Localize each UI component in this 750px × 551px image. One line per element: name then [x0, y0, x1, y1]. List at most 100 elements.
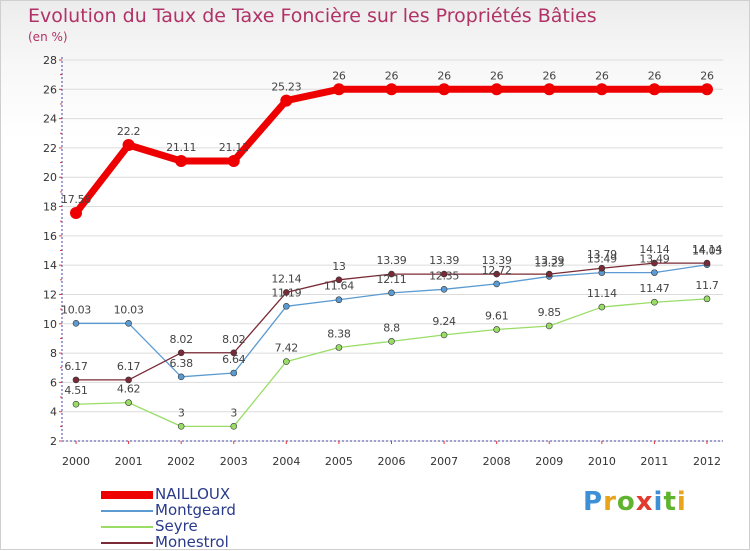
data-label-nailloux-2001: 22.2 [117, 125, 140, 138]
point-montgeard-2001 [125, 320, 132, 327]
point-montgeard-2003 [230, 369, 238, 377]
legend-item-montgeard: Montgeard [101, 501, 321, 519]
legend-item-nailloux: NAILLOUX [101, 485, 321, 503]
point-monestrol-2009 [545, 270, 553, 278]
logo-letter: x [635, 487, 654, 517]
point-montgeard-2007 [440, 286, 448, 293]
data-label-seyre-2010: 11.14 [587, 287, 617, 300]
point-seyre-2004 [283, 358, 290, 365]
x-tick-label-2002: 2002 [167, 455, 195, 468]
point-seyre-2002 [177, 423, 185, 430]
point-montgeard-2002 [177, 373, 185, 381]
data-label-montgeard-2010: 13.49 [587, 253, 617, 266]
data-label-monestrol-2006: 13.39 [377, 254, 407, 267]
data-label-monestrol-2007: 13.39 [429, 254, 459, 267]
data-label-seyre-2005: 8.38 [327, 328, 351, 341]
data-label-nailloux-2003: 21.11 [219, 141, 249, 154]
point-nailloux-2005 [332, 83, 345, 96]
data-label-monestrol-2000: 6.17 [64, 360, 88, 373]
point-monestrol-2004 [283, 289, 290, 296]
legend-swatch-seyre [101, 526, 153, 528]
point-monestrol-2003 [230, 349, 238, 357]
data-label-nailloux-2008: 26 [490, 69, 504, 82]
y-tick-label-24: 24 [43, 113, 57, 126]
point-monestrol-2012 [703, 259, 711, 267]
data-label-nailloux-2004: 25.23 [271, 81, 301, 94]
data-label-monestrol-2009: 13.39 [534, 254, 564, 267]
data-label-monestrol-2012: 14.14 [692, 243, 722, 256]
x-tick-label-2001: 2001 [115, 455, 143, 468]
point-seyre-2009 [545, 322, 553, 330]
data-label-seyre-2007: 9.24 [432, 315, 456, 328]
data-label-monestrol-2002: 8.02 [170, 333, 193, 346]
chart-legend: NAILLOUX Montgeard Seyre Monestrol [101, 485, 321, 551]
point-monestrol-2005 [335, 276, 343, 284]
x-tick-label-2000: 2000 [62, 455, 90, 468]
point-monestrol-2000 [72, 376, 80, 384]
x-tick-label-2006: 2006 [378, 455, 406, 468]
y-tick-label-4: 4 [50, 406, 57, 419]
legend-item-monestrol: Monestrol [101, 533, 321, 551]
logo-letter: i [676, 487, 687, 517]
y-tick-label-6: 6 [50, 376, 57, 389]
point-nailloux-2009 [543, 83, 556, 96]
point-montgeard-2008 [493, 280, 500, 288]
data-label-nailloux-2002: 21.11 [166, 141, 196, 154]
point-montgeard-2005 [335, 296, 343, 304]
y-tick-label-2: 2 [50, 435, 57, 448]
data-label-monestrol-2003: 8.02 [222, 333, 245, 346]
data-label-seyre-2003: 3 [230, 406, 237, 419]
proxiti-logo: Proxiti [583, 487, 687, 517]
data-label-montgeard-2009: 13.23 [534, 256, 564, 269]
point-montgeard-2011 [651, 269, 658, 276]
logo-letter: o [616, 487, 636, 517]
data-label-montgeard-2005: 11.64 [324, 280, 354, 293]
x-tick-label-2012: 2012 [693, 455, 721, 468]
y-tick-label-12: 12 [43, 288, 57, 301]
logo-letter: t [663, 487, 677, 517]
legend-swatch-montgeard [101, 510, 153, 512]
point-monestrol-2001 [125, 376, 132, 384]
data-label-montgeard-2003: 6.64 [222, 353, 246, 366]
point-monestrol-2007 [440, 270, 448, 278]
data-label-monestrol-2005: 13 [332, 260, 346, 273]
logo-letter: P [583, 487, 604, 517]
legend-label-nailloux: NAILLOUX [155, 485, 231, 503]
y-tick-label-8: 8 [50, 347, 57, 360]
point-seyre-2000 [72, 400, 80, 408]
point-nailloux-2001 [122, 138, 135, 151]
chart-units: (en %) [28, 30, 68, 44]
point-monestrol-2008 [493, 270, 500, 278]
point-seyre-2012 [703, 295, 711, 303]
y-tick-label-28: 28 [43, 54, 57, 67]
chart-title: Evolution du Taux de Taxe Foncière sur l… [28, 5, 597, 27]
point-nailloux-2000 [70, 206, 82, 219]
data-label-monestrol-2011: 14.14 [639, 243, 669, 256]
logo-letter: i [653, 487, 664, 517]
point-montgeard-2000 [72, 320, 80, 327]
point-nailloux-2011 [648, 83, 661, 96]
data-label-montgeard-2001: 10.03 [114, 303, 144, 316]
data-label-monestrol-2001: 6.17 [117, 360, 141, 373]
point-montgeard-2006 [388, 289, 395, 297]
data-label-seyre-2000: 4.51 [64, 384, 87, 397]
data-label-seyre-2011: 11.47 [639, 282, 669, 295]
point-monestrol-2010 [598, 264, 606, 272]
y-tick-label-10: 10 [43, 318, 57, 331]
data-label-monestrol-2004: 12.14 [271, 272, 301, 285]
point-nailloux-2002 [175, 154, 188, 167]
point-seyre-2007 [440, 331, 448, 339]
data-label-nailloux-2011: 26 [648, 69, 662, 82]
data-label-monestrol-2010: 13.79 [587, 248, 617, 261]
point-nailloux-2012 [701, 83, 713, 96]
legend-swatch-nailloux [101, 491, 153, 499]
y-tick-label-20: 20 [43, 171, 57, 184]
logo-letter: r [603, 487, 617, 517]
x-tick-label-2008: 2008 [483, 455, 511, 468]
point-monestrol-2002 [177, 349, 185, 357]
data-label-montgeard-2000: 10.03 [61, 303, 91, 316]
data-label-seyre-2008: 9.61 [485, 309, 508, 322]
legend-label-montgeard: Montgeard [155, 501, 236, 519]
